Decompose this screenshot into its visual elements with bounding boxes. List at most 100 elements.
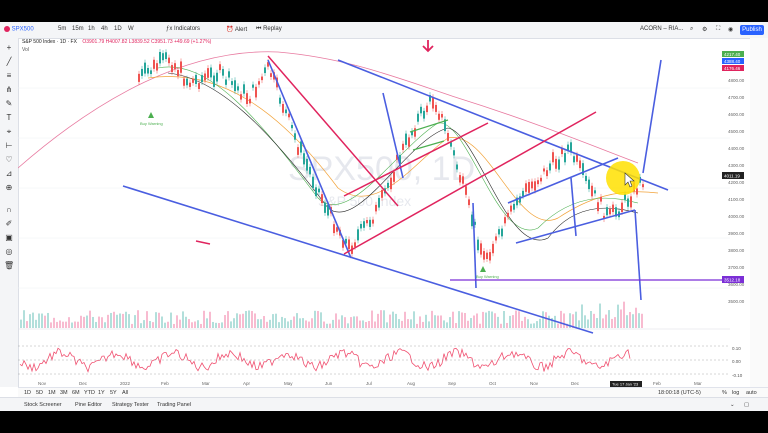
tab-trading-panel[interactable]: Trading Panel	[157, 402, 192, 408]
volume-bar	[26, 321, 28, 328]
maximize-icon[interactable]: ▢	[744, 402, 750, 408]
volume-bar	[212, 321, 214, 328]
measure-icon[interactable]: ⊿	[5, 169, 13, 178]
trendline-vertical-blue[interactable]	[472, 202, 477, 289]
interval-1d[interactable]: 1D	[114, 26, 122, 32]
eye-icon[interactable]: ◎	[5, 247, 13, 256]
range-5y[interactable]: 5Y	[110, 390, 117, 396]
brush-icon[interactable]: ✎	[5, 99, 13, 108]
volume-bar	[32, 312, 34, 328]
range-1d[interactable]: 1D	[24, 390, 32, 396]
heart-icon[interactable]: ♡	[5, 155, 13, 164]
time-axis[interactable]: Nov Dec 2022 Feb Mar Apr May Jun Jul Aug Sep Oct Nov…	[38, 381, 702, 386]
pencil-icon[interactable]: ✐	[5, 219, 13, 228]
clock[interactable]: 18:00:18 (UTC-5)	[658, 390, 701, 396]
interval-4h[interactable]: 4h	[101, 26, 108, 32]
price-chart[interactable]: SPX500, 1D S&P 500 Index	[18, 38, 750, 387]
fullscreen-icon[interactable]: ⛶	[716, 26, 721, 32]
lock-icon[interactable]: ▣	[5, 233, 13, 242]
publish-button[interactable]: Publish	[740, 25, 764, 35]
trendline-target[interactable]	[642, 59, 662, 174]
time-axis-label: Oct	[489, 381, 497, 386]
scale-auto[interactable]: auto	[746, 390, 757, 396]
volume-bar	[572, 314, 574, 328]
zoom-icon[interactable]: ⊕	[5, 183, 13, 192]
range-1y[interactable]: 1Y	[98, 390, 105, 396]
indicators-button[interactable]: ƒx Indicators	[166, 26, 201, 32]
volume-bar	[539, 318, 541, 328]
trendline-lower-blue[interactable]	[122, 185, 594, 334]
scale-log[interactable]: log	[732, 390, 740, 396]
volume-bar	[386, 322, 388, 328]
candle-body	[441, 114, 443, 118]
volume-bar	[617, 304, 619, 328]
candle-body	[636, 188, 638, 195]
trendline-wedge-side[interactable]	[570, 177, 577, 237]
candle-body	[156, 63, 158, 71]
trendline-channel-blue[interactable]	[267, 59, 352, 259]
gear-icon[interactable]: ⚙	[702, 27, 708, 33]
range-all[interactable]: All	[122, 390, 129, 396]
trendline-drop[interactable]	[634, 209, 642, 301]
pattern-icon[interactable]: ⌖	[6, 127, 12, 136]
candle-body	[234, 80, 236, 92]
interval-15m[interactable]: 15m	[72, 26, 84, 32]
trash-icon[interactable]: 🗑	[4, 261, 15, 270]
horizontal-line-icon[interactable]: ≡	[6, 71, 12, 80]
minimize-icon[interactable]: ⌄	[730, 402, 735, 408]
pitchfork-icon[interactable]: ⋔	[5, 85, 13, 94]
candle-body	[510, 205, 512, 212]
crosshair-icon[interactable]: +	[6, 43, 12, 52]
scale-percent[interactable]: %	[722, 390, 727, 396]
volume-bar	[257, 319, 259, 328]
trendline-red-descending[interactable]	[267, 55, 399, 207]
trendline-short-blue[interactable]	[382, 92, 404, 179]
magnet-icon[interactable]: ∩	[6, 205, 12, 214]
interval-5m[interactable]: 5m	[58, 26, 67, 32]
candle-body	[495, 236, 497, 241]
layout-name[interactable]: ACORN – RIA...	[640, 26, 684, 32]
current-price-tag: 4011.19	[724, 174, 740, 179]
tab-stock-screener[interactable]: Stock Screener	[24, 402, 62, 408]
trend-line-icon[interactable]: ╱	[6, 57, 12, 66]
volume-bar	[245, 310, 247, 328]
candle-body	[501, 228, 503, 237]
volume-bar	[125, 311, 127, 328]
candle-body	[225, 79, 227, 85]
candle-body	[216, 72, 218, 82]
candle-body	[360, 223, 362, 229]
search-icon[interactable]: ⌕	[690, 26, 694, 32]
candle-body	[348, 239, 350, 250]
symbol-search-button[interactable]: SPX500	[4, 26, 34, 33]
range-1m[interactable]: 1M	[48, 390, 56, 396]
range-3m[interactable]: 3M	[60, 390, 68, 396]
interval-1h[interactable]: 1h	[88, 26, 95, 32]
ruler-icon[interactable]: ⊢	[5, 141, 13, 150]
candle-body	[321, 194, 323, 204]
volume-bar	[86, 315, 88, 328]
range-6m[interactable]: 6M	[72, 390, 80, 396]
candle-body	[612, 204, 614, 213]
range-5d[interactable]: 5D	[36, 390, 44, 396]
tab-pine-editor[interactable]: Pine Editor	[75, 402, 102, 408]
range-ytd[interactable]: YTD	[84, 390, 95, 396]
trendline-wedge-top[interactable]	[507, 157, 619, 204]
replay-button[interactable]: ⏮ Replay	[256, 26, 282, 32]
camera-icon[interactable]: ◉	[728, 27, 734, 33]
trendline-red-ascending[interactable]	[343, 111, 597, 255]
volume-bar	[290, 319, 292, 328]
tab-strategy-tester[interactable]: Strategy Tester	[112, 402, 149, 408]
text-icon[interactable]: T	[6, 113, 12, 122]
candle-body	[582, 163, 584, 175]
volume-bar	[248, 310, 250, 328]
trendline-red-mid[interactable]	[343, 122, 489, 197]
volume-bar	[269, 319, 271, 328]
alert-button[interactable]: ⏰ Alert	[226, 27, 248, 33]
candle-body	[186, 78, 188, 86]
price-axis-label: 3500.00	[728, 299, 745, 304]
volume-bar	[251, 310, 253, 328]
volume-bar	[71, 322, 73, 328]
price-axis[interactable]: 4800.00 4700.00 4600.00 4500.00 4400.00 4300.…	[728, 78, 745, 304]
red-dash-mark[interactable]	[195, 240, 211, 245]
interval-week[interactable]: W	[128, 26, 134, 32]
